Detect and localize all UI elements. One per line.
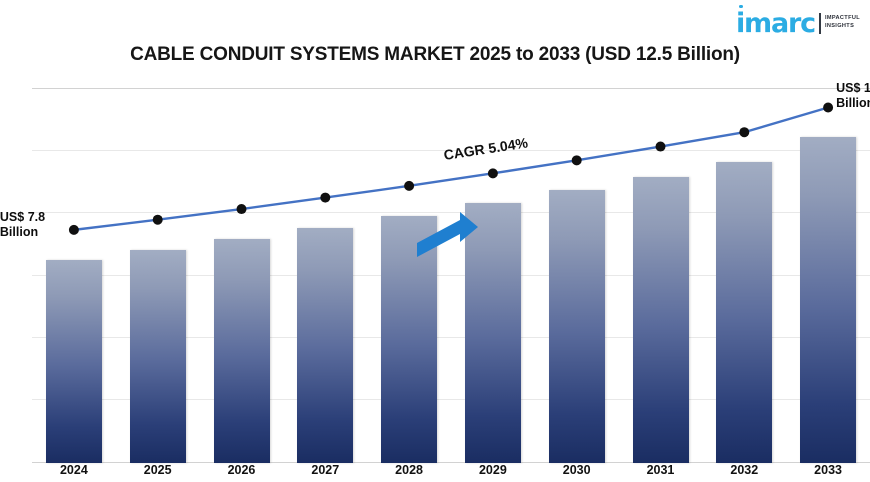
brand-tagline-line2: INSIGHTS: [824, 23, 855, 29]
bar-group: [32, 88, 870, 463]
brand-tagline: IMPACTFUL INSIGHTS: [825, 15, 860, 30]
x-tick-2027: 2027: [311, 463, 340, 477]
data-point-2030[interactable]: [571, 155, 582, 166]
data-point-2032[interactable]: [739, 127, 750, 138]
x-tick-2026: 2026: [227, 463, 256, 477]
bar-fill: [213, 239, 270, 463]
bar-2024[interactable]: [45, 88, 102, 463]
data-point-2028[interactable]: [404, 180, 415, 191]
bar-fill: [632, 176, 689, 463]
bar-2033[interactable]: [800, 88, 857, 463]
logo-divider: [818, 12, 821, 34]
bar-fill: [716, 162, 773, 463]
chart-title: CABLE CONDUIT SYSTEMS MARKET 2025 to 203…: [130, 44, 740, 65]
gridline: [32, 275, 870, 276]
data-point-2031[interactable]: [655, 141, 666, 152]
bar-2025[interactable]: [129, 88, 186, 463]
bar-fill: [45, 259, 102, 463]
brand-wordmark: imarc: [736, 4, 816, 39]
bar-2028[interactable]: [381, 88, 438, 463]
end-value-label: US$ 12.5 Billion: [836, 81, 870, 111]
data-point-2027[interactable]: [320, 192, 331, 203]
bar-fill: [800, 137, 857, 463]
trend-line: [73, 106, 829, 232]
data-point-2029[interactable]: [487, 168, 498, 179]
axis-baseline: [32, 462, 870, 463]
bar-2026[interactable]: [213, 88, 270, 463]
plot-area: CAGR 5.04% US$ 7.8 Billion US$ 12.5 Bill…: [0, 81, 870, 463]
data-point-2024[interactable]: [68, 224, 79, 235]
gridline: [32, 150, 870, 151]
brand-dot-icon: [739, 4, 743, 8]
gridline: [32, 337, 870, 338]
data-point-2026[interactable]: [236, 204, 247, 215]
x-tick-2028: 2028: [395, 463, 423, 477]
trend-line-layer: [68, 102, 834, 235]
bar-fill: [548, 190, 605, 463]
bar-2027[interactable]: [297, 88, 354, 463]
data-point-2025[interactable]: [152, 214, 163, 225]
bar-fill: [297, 227, 354, 463]
bar-2031[interactable]: [632, 88, 689, 463]
x-axis-labels: 2024 2025 2026 2027 2028 2029 2030 2031 2032 2033: [32, 463, 870, 482]
gridline-top: [32, 88, 870, 89]
bar-fill: [381, 215, 438, 463]
gridline: [32, 399, 870, 400]
x-tick-2030: 2030: [562, 463, 591, 477]
x-tick-2025: 2025: [143, 463, 172, 477]
x-tick-2031: 2031: [646, 463, 675, 477]
bar-2032[interactable]: [716, 88, 773, 463]
x-tick-2032: 2032: [730, 463, 759, 477]
x-tick-2029: 2029: [478, 463, 507, 477]
x-tick-2033: 2033: [814, 463, 842, 477]
bar-2030[interactable]: [548, 88, 605, 463]
imarc-logo: imarc IMPACTFUL INSIGHTS: [736, 4, 860, 39]
bar-fill: [129, 249, 186, 463]
start-value-label: US$ 7.8 Billion: [0, 209, 46, 239]
x-tick-2024: 2024: [59, 463, 88, 477]
data-point-2033[interactable]: [823, 102, 834, 113]
brand-tagline-line1: IMPACTFUL: [824, 15, 860, 22]
brand-name: imarc: [736, 7, 816, 39]
